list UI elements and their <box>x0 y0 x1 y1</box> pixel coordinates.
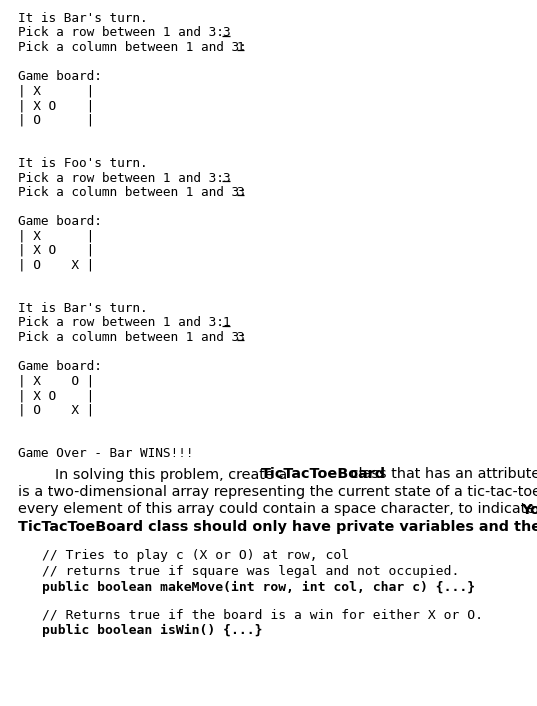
Text: | O      |: | O | <box>18 114 95 126</box>
Text: Pick a row between 1 and 3:: Pick a row between 1 and 3: <box>18 27 239 40</box>
Text: It is Bar's turn.: It is Bar's turn. <box>18 302 148 315</box>
Text: public boolean makeMove(int row, int col, char c) {...}: public boolean makeMove(int row, int col… <box>42 580 475 594</box>
Text: Game board:: Game board: <box>18 215 102 228</box>
Text: Pick a row between 1 and 3:: Pick a row between 1 and 3: <box>18 172 239 184</box>
Text: 1: 1 <box>222 316 230 330</box>
Text: | O    X |: | O X | <box>18 258 95 272</box>
Text: Pick a column between 1 and 3:: Pick a column between 1 and 3: <box>18 331 255 344</box>
Text: | X O    |: | X O | <box>18 244 95 257</box>
Text: is a two-dimensional array representing the current state of a tic-tac-toe board: is a two-dimensional array representing … <box>18 485 537 499</box>
Text: TicTacToeBoard class should only have private variables and these public methods: TicTacToeBoard class should only have pr… <box>18 520 537 534</box>
Text: // Tries to play c (X or O) at row, col: // Tries to play c (X or O) at row, col <box>42 549 349 563</box>
Text: Pick a column between 1 and 3:: Pick a column between 1 and 3: <box>18 186 255 199</box>
Text: // Returns true if the board is a win for either X or O.: // Returns true if the board is a win fo… <box>42 608 483 621</box>
Text: 3: 3 <box>237 186 244 199</box>
Text: class that has an attribute which: class that has an attribute which <box>346 467 537 481</box>
Text: | X O    |: | X O | <box>18 99 95 112</box>
Text: TicTacToeBoard: TicTacToeBoard <box>261 467 386 481</box>
Text: Game board:: Game board: <box>18 70 102 83</box>
Text: every element of this array could contain a space character, to indicate it is e: every element of this array could contai… <box>18 503 537 517</box>
Text: public boolean isWin() {...}: public boolean isWin() {...} <box>42 623 263 637</box>
Text: 3: 3 <box>222 27 230 40</box>
Text: 3: 3 <box>222 172 230 184</box>
Text: Game Over - Bar WINS!!!: Game Over - Bar WINS!!! <box>18 447 193 460</box>
Text: | X      |: | X | <box>18 229 95 242</box>
Text: Your: Your <box>521 503 537 517</box>
Text: In solving this problem, create a: In solving this problem, create a <box>18 467 292 481</box>
Text: | X    O |: | X O | <box>18 374 95 388</box>
Text: | O    X |: | O X | <box>18 404 95 417</box>
Text: Pick a row between 1 and 3:: Pick a row between 1 and 3: <box>18 316 239 330</box>
Text: | X      |: | X | <box>18 85 95 97</box>
Text: // returns true if square was legal and not occupied.: // returns true if square was legal and … <box>42 565 459 578</box>
Text: 1: 1 <box>237 41 244 54</box>
Text: | X O    |: | X O | <box>18 389 95 402</box>
Text: It is Bar's turn.: It is Bar's turn. <box>18 12 148 25</box>
Text: Pick a column between 1 and 3:: Pick a column between 1 and 3: <box>18 41 255 54</box>
Text: It is Foo's turn.: It is Foo's turn. <box>18 157 148 170</box>
Text: Game board:: Game board: <box>18 360 102 373</box>
Text: 3: 3 <box>237 331 244 344</box>
